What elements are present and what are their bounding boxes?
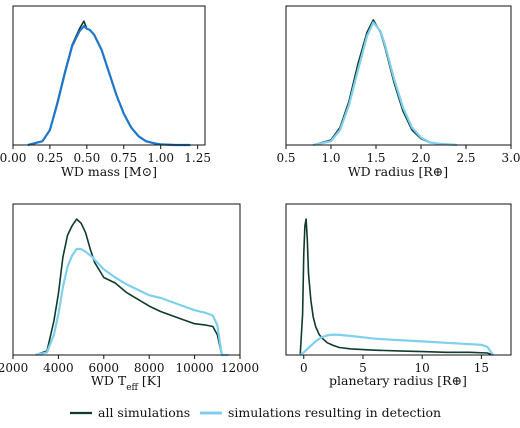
x-tick-label: 10 [415, 361, 430, 375]
axes-frame [12, 203, 241, 356]
legend: all simulations simulations resulting in… [70, 405, 441, 420]
x-tick-label: 0.50 [73, 151, 100, 165]
series-line-detection [312, 21, 458, 147]
x-tick-label: 6000 [89, 361, 120, 375]
series-line-all [299, 218, 494, 356]
x-axis-label: WD Teff [K] [91, 373, 161, 393]
x-tick-label: 15 [474, 361, 489, 375]
x-tick-label: 0.25 [37, 151, 64, 165]
x-axis-label: planetary radius [R⊕] [329, 373, 467, 388]
x-axis-label: WD mass [M⊙] [61, 164, 157, 179]
legend-label-all: all simulations [98, 405, 190, 420]
x-tick-label: 0 [300, 361, 308, 375]
panel-wd-radius: 0.5 1.0 1.5 2.0 2.5 3.0 WD radius [R⊕] [276, 5, 520, 179]
legend-label-detection: simulations resulting in detection [228, 405, 441, 420]
series-line-detection [35, 247, 229, 357]
x-tick-label: 5 [359, 361, 367, 375]
x-tick-label: 4000 [43, 361, 74, 375]
x-tick-label: 1.00 [147, 151, 174, 165]
panel-planetary-radius: 0 5 10 15 planetary radius [R⊕] [285, 203, 512, 388]
x-tick-label: 0.5 [276, 151, 295, 165]
series-line-detection [299, 333, 495, 356]
series-line-all [35, 218, 229, 356]
axes-frame [285, 203, 512, 356]
x-tick-label: 0.75 [110, 151, 137, 165]
panel-wd-teff: 2000 4000 6000 8000 10000 12000 WD Teff [K] [0, 203, 259, 393]
series-line-all [27, 20, 191, 146]
series-line-all [312, 19, 458, 146]
x-tick-label: 2.0 [411, 151, 430, 165]
x-axis-label: WD radius [R⊕] [348, 164, 448, 179]
panel-wd-mass: 0.00 0.25 0.50 0.75 1.00 1.25 WD mass [M⊙] [0, 5, 211, 179]
x-tick-label: 12000 [221, 361, 259, 375]
x-tick-label: 0.00 [0, 151, 26, 165]
x-tick-label: 2000 [0, 361, 28, 375]
x-tick-label: 3.0 [501, 151, 520, 165]
x-tick-label: 1.5 [366, 151, 385, 165]
axes-frame [12, 5, 206, 146]
x-tick-label: 2.5 [456, 151, 475, 165]
axes-frame [285, 5, 512, 146]
x-tick-label: 8000 [134, 361, 165, 375]
series-line-detection [27, 25, 191, 147]
x-tick-label: 10000 [176, 361, 214, 375]
x-tick-label: 1.25 [184, 151, 211, 165]
x-tick-label: 1.0 [321, 151, 340, 165]
